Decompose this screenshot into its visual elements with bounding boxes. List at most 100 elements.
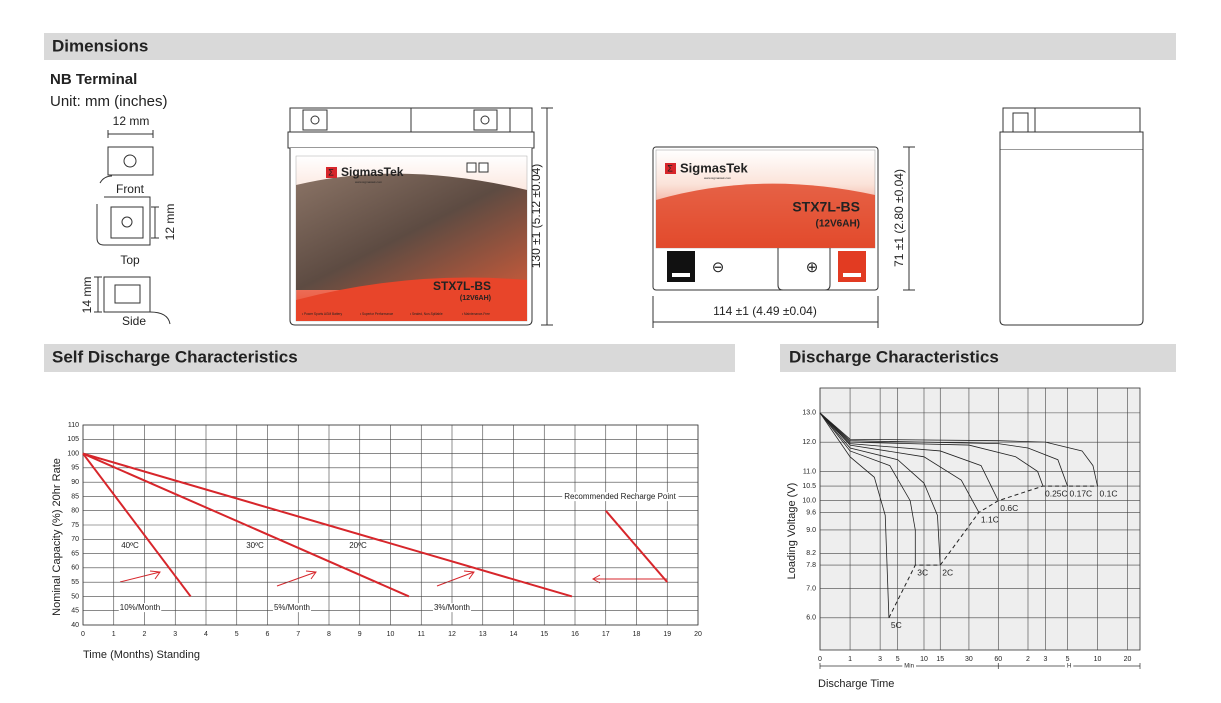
x-axis-label: Time (Months) Standing (83, 649, 200, 661)
series-line (819, 412, 941, 566)
series-label: 40ºC (121, 541, 139, 550)
label-background (902, 663, 916, 670)
section-title: Dimensions (52, 36, 148, 55)
y-tick-label: 7.8 (806, 562, 816, 569)
dimension-label: 12 mm (163, 204, 177, 241)
feature: • Power Sports AGM Battery (302, 312, 342, 316)
x-tick-label: 3 (173, 631, 177, 638)
view-label: Top (120, 253, 140, 267)
series-line (82, 452, 410, 598)
y-tick-label: 50 (71, 593, 79, 600)
model: STX7L-BS (792, 199, 860, 215)
y-tick-label: 60 (71, 565, 79, 572)
x-tick-label: 11 (418, 631, 425, 638)
label-background (118, 603, 162, 613)
x-axis-label: Discharge Time (818, 678, 894, 690)
x-tick-label: 3 (878, 656, 882, 663)
y-tick-label: 105 (67, 436, 79, 443)
terminal-title: NB Terminal (50, 71, 137, 88)
y-tick-label: 7.0 (806, 585, 816, 592)
series-line (82, 452, 192, 598)
x-tick-label: 5 (896, 656, 900, 663)
unit-label: H (1067, 664, 1071, 670)
y-tick-label: 10.5 (802, 483, 816, 490)
y-axis-label: Loading Voltage (V) (786, 483, 798, 580)
y-tick-label: 40 (71, 622, 79, 629)
series-label: 1.1C (981, 515, 999, 525)
end-line (888, 485, 1098, 619)
x-tick-label: 15 (540, 631, 548, 638)
plot-area (819, 387, 1141, 651)
series-label: 0.6C (1000, 503, 1018, 513)
x-tick-label: 1 (848, 656, 852, 663)
battery-front: Σ SigmasTek www.sigmastek.com STX7L-BS (… (287, 107, 553, 326)
x-tick-label: 1 (112, 631, 116, 638)
feature: • Sealed, Non-Spillable (410, 312, 443, 316)
series-label: 0.17C (1070, 488, 1093, 498)
series-line (604, 510, 669, 583)
y-tick-label: 100 (67, 450, 79, 457)
x-tick-label: 12 (448, 631, 456, 638)
series-label: 3C (917, 567, 928, 577)
battery-side (999, 107, 1144, 326)
y-tick-label: 9.6 (806, 509, 816, 516)
view-label: Side (122, 314, 146, 328)
annotation: 10%/Month (120, 603, 160, 612)
feature: • Maintenance-Free (462, 312, 490, 316)
series-line (82, 452, 573, 598)
x-tick-label: 20 (694, 631, 702, 638)
x-tick-label: 16 (571, 631, 579, 638)
y-tick-label: 11.0 (803, 468, 816, 475)
dimension-label: 114 ±1 (4.49 ±0.04) (713, 304, 817, 318)
unit-label: Min (904, 664, 914, 670)
label-background (1064, 663, 1074, 670)
brand: SigmasTek (341, 165, 404, 179)
y-tick-label: 8.2 (806, 550, 816, 557)
series-label: 20ºC (349, 541, 367, 550)
x-tick-label: 0 (81, 631, 85, 638)
x-tick-label: 15 (936, 656, 944, 663)
svg-text:Σ: Σ (328, 167, 334, 177)
y-tick-label: 70 (71, 536, 79, 543)
unit-line (819, 663, 1141, 669)
y-tick-label: 6.0 (806, 615, 816, 622)
x-tick-label: 5 (1066, 656, 1070, 663)
y-tick-label: 13.0 (802, 410, 816, 417)
x-tick-label: 17 (602, 631, 610, 638)
dimension-label: 12 mm (113, 114, 150, 128)
y-tick-label: 45 (71, 608, 79, 615)
series-label: 30ºC (246, 541, 264, 550)
series-line (819, 412, 916, 566)
dimension-label: 14 mm (80, 277, 94, 314)
terminal-side: 14 mm Side (80, 276, 171, 328)
y-tick-label: 95 (71, 465, 79, 472)
x-tick-label: 6 (266, 631, 270, 638)
series-line (819, 412, 999, 501)
y-tick-label: 75 (71, 522, 79, 529)
website: www.sigmastek.com (355, 180, 383, 184)
brand: SigmasTek (680, 160, 748, 175)
discharge-chart: 0 1 3 5 10 15 30 60 2 3 5 10 20 6.0 7.0 7.8 8.2 9.0 9.6 10.… (786, 387, 1141, 690)
terminal-sign: ⊕ (806, 259, 819, 276)
y-tick-label: 55 (71, 579, 79, 586)
x-tick-label: 60 (994, 656, 1002, 663)
series-line (819, 412, 890, 618)
annotation: 3%/Month (434, 603, 470, 612)
y-tick-label: 110 (68, 422, 79, 429)
y-tick-label: 9.0 (806, 527, 816, 534)
x-tick-label: 9 (358, 631, 362, 638)
y-tick-label: 65 (71, 550, 79, 557)
annotation: 5%/Month (274, 603, 310, 612)
view-label: Front (116, 182, 145, 196)
series-label: 2C (942, 567, 953, 577)
section-title: Discharge Characteristics (789, 347, 999, 366)
terminal-sign: ⊖ (712, 259, 725, 276)
y-tick-label: 12.0 (802, 439, 816, 446)
x-tick-label: 5 (235, 631, 239, 638)
series-label: 5C (891, 620, 902, 630)
series-label: 0.1C (1100, 488, 1118, 498)
rating: (12V6AH) (460, 295, 491, 302)
section-header (780, 344, 1176, 372)
section-title: Self Discharge Characteristics (52, 347, 298, 366)
